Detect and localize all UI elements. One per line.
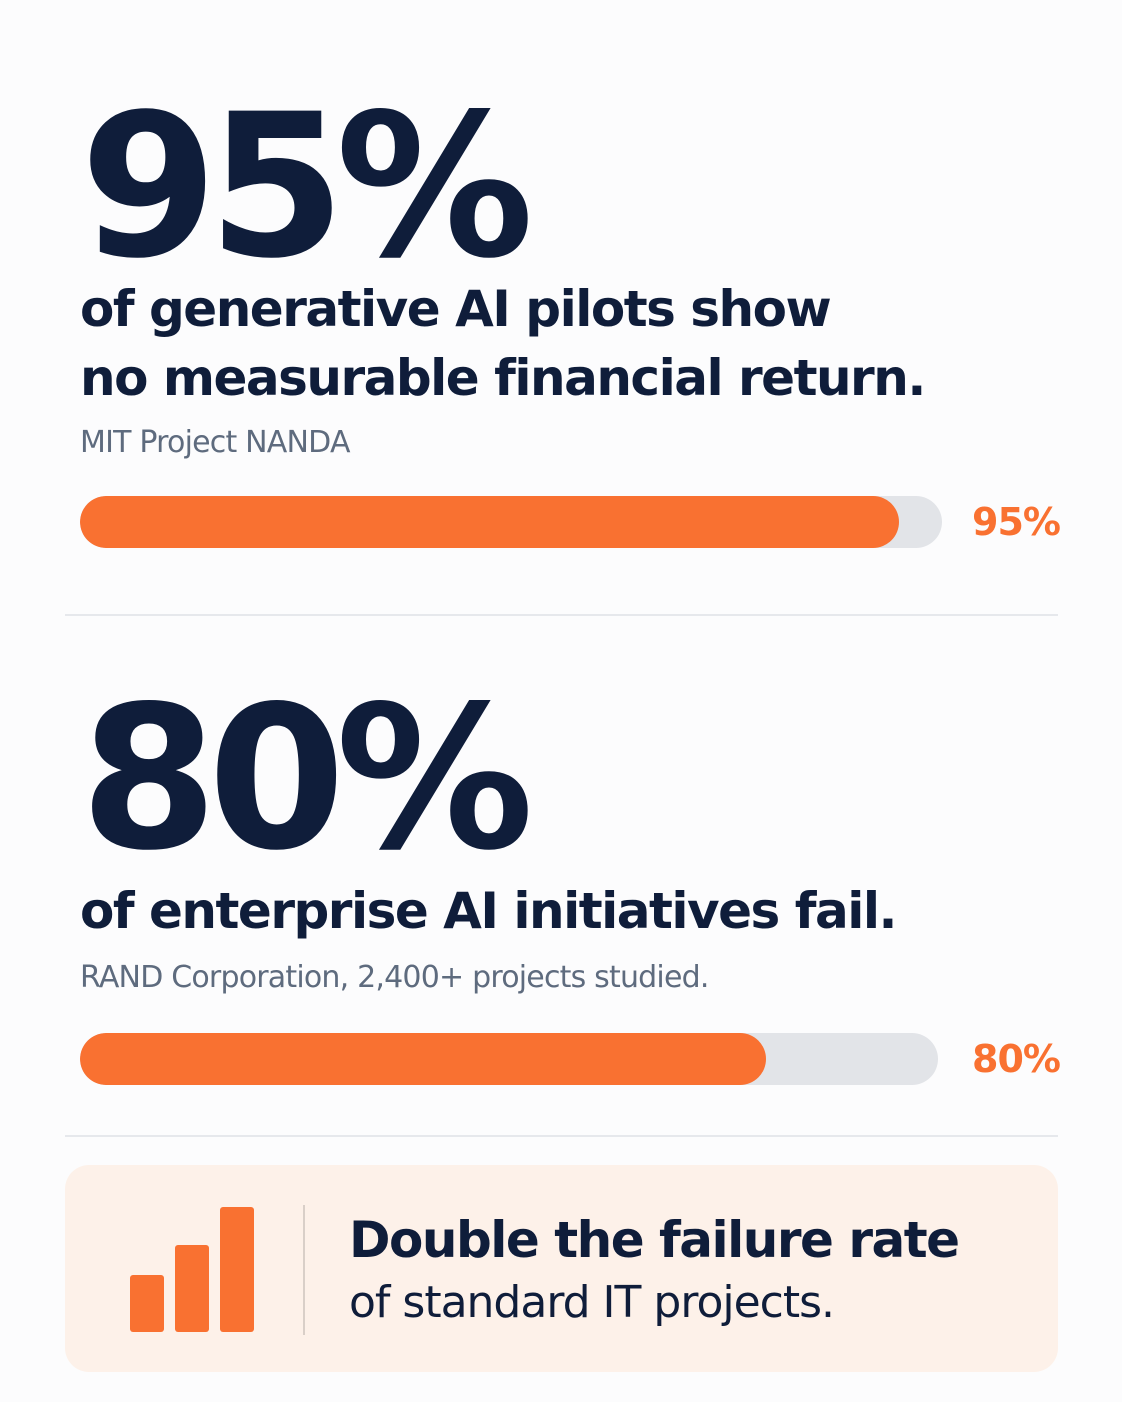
stat-1-progress-fill xyxy=(80,496,899,548)
stat-1-source: MIT Project NANDA xyxy=(80,425,350,460)
stat-1-number: 95% xyxy=(80,71,534,302)
stat-1-progress-label: 95% xyxy=(972,500,1061,544)
callout-subtitle: of standard IT projects. xyxy=(349,1277,835,1328)
stat-2-source: RAND Corporation, 2,400+ projects studie… xyxy=(80,960,709,995)
stat-2-progress-label: 80% xyxy=(972,1037,1061,1081)
stat-2-headline-line-1: of enterprise AI initiatives fail. xyxy=(80,882,898,940)
callout-title: Double the failure rate xyxy=(349,1211,960,1269)
bar-chart-icon-bar-short xyxy=(130,1275,164,1332)
stat-2-number: 80% xyxy=(80,663,534,894)
divider-2 xyxy=(65,1135,1058,1137)
callout-card: Double the failure rate of standard IT p… xyxy=(65,1165,1058,1372)
callout-divider xyxy=(303,1205,305,1335)
stat-section-1: 95% of generative AI pilots show no meas… xyxy=(80,70,1061,550)
stat-2-progress-track xyxy=(80,1033,938,1085)
stat-1-headline-line-1: of generative AI pilots show xyxy=(80,280,832,338)
stat-2-progress-fill xyxy=(80,1033,767,1085)
bar-chart-icon-bar-mid xyxy=(175,1245,209,1332)
bar-chart-icon xyxy=(130,1207,254,1332)
stat-section-2: 80% of enterprise AI initiatives fail. R… xyxy=(80,660,1061,1090)
stat-1-headline-line-2: no measurable financial return. xyxy=(80,349,926,407)
stat-1-progress-track xyxy=(80,496,942,548)
divider-1 xyxy=(65,614,1058,616)
bar-chart-icon-bar-tall xyxy=(220,1207,254,1332)
